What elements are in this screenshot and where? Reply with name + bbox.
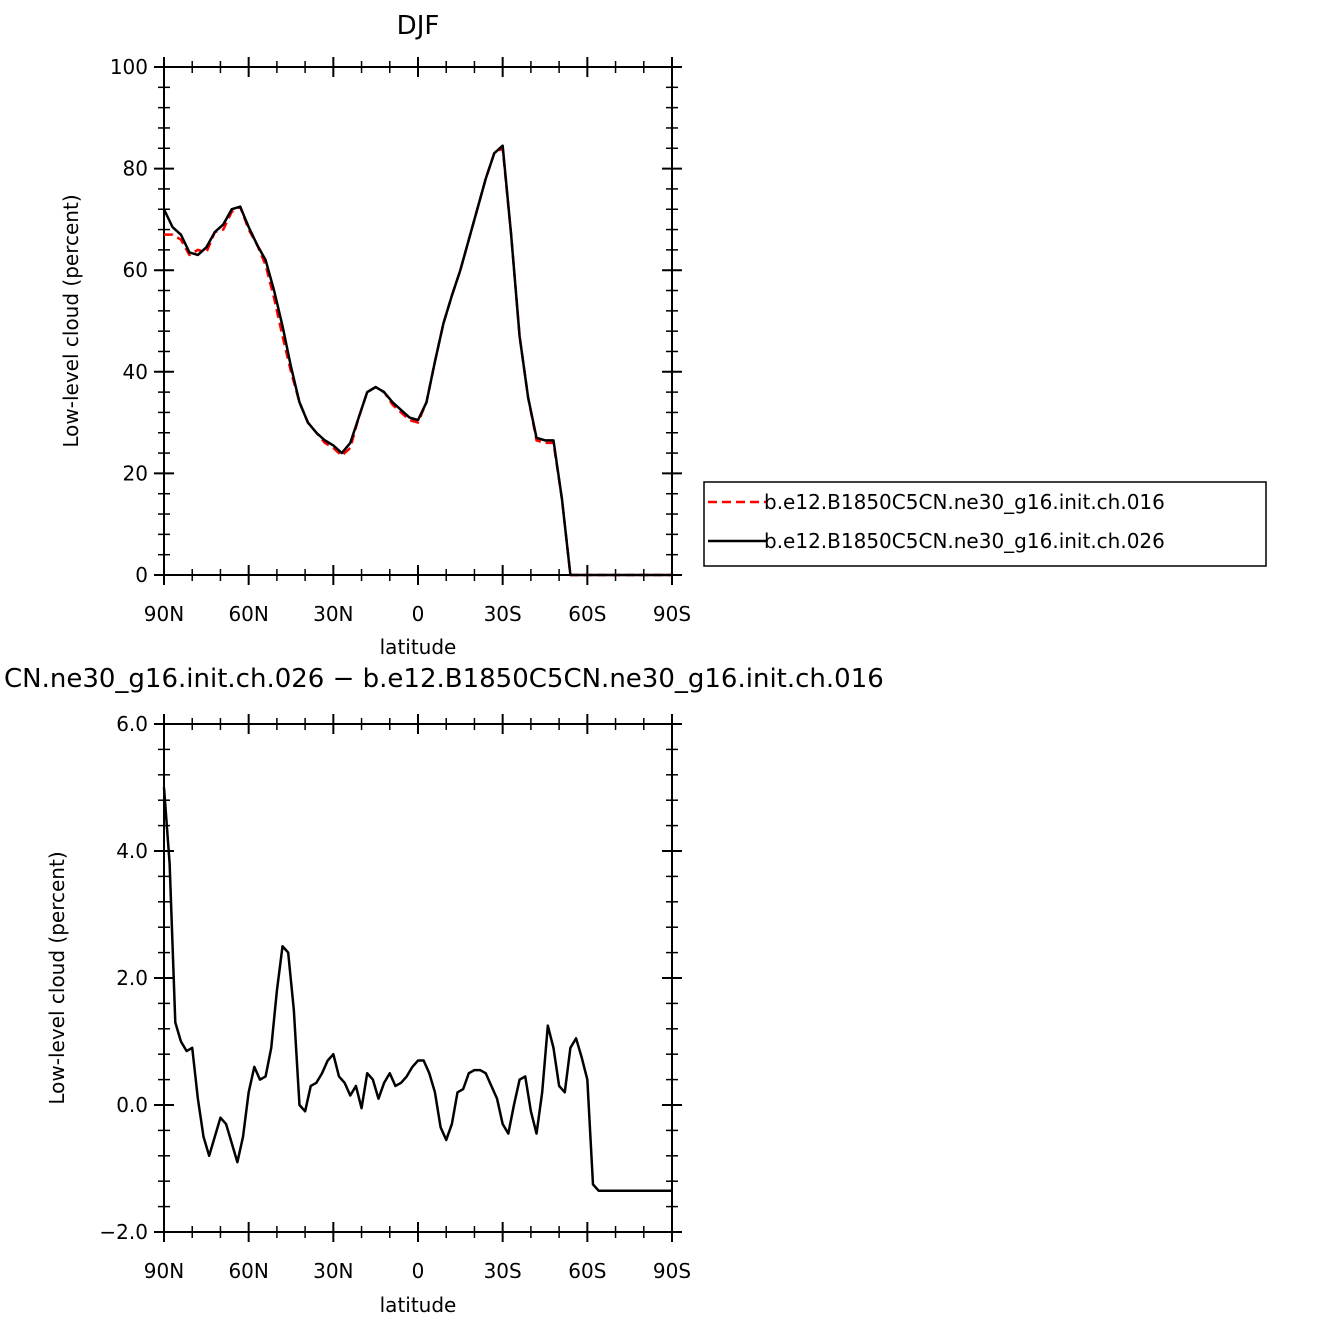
legend: b.e12.B1850C5CN.ne30_g16.init.ch.016 b.e…: [703, 481, 1267, 567]
top-x-tick-label: 0: [412, 602, 425, 626]
top-x-tick-label: 90S: [653, 602, 691, 626]
top-x-tick-label: 30N: [313, 602, 353, 626]
bottom-y-tick-label: 2.0: [116, 966, 148, 990]
bottom-y-tick-label: 6.0: [116, 712, 148, 736]
bottom-series-group: [162, 787, 672, 1192]
top-chart-title: DJF: [397, 11, 440, 41]
top-y-tick-label: 100: [110, 55, 148, 79]
bottom-x-tick-label: 60S: [568, 1259, 606, 1283]
bottom-chart-title: CN.ne30_g16.init.ch.026 − b.e12.B1850C5C…: [4, 664, 884, 694]
bottom-x-tick-label: 90S: [653, 1259, 691, 1283]
bottom-series-line-1: [162, 787, 672, 1192]
top-y-axis: 0 20 40 60 80 100: [110, 55, 682, 587]
bottom-chart: CN.ne30_g16.init.ch.026 − b.e12.B1850C5C…: [4, 664, 884, 1317]
bottom-y-axis-label: Low-level cloud (percent): [45, 851, 69, 1104]
bottom-x-axis-label: latitude: [380, 1293, 457, 1317]
top-x-tick-label: 60N: [228, 602, 268, 626]
top-y-tick-label: 60: [123, 258, 148, 282]
top-y-tick-label: 40: [123, 360, 148, 384]
top-y-axis-label: Low-level cloud (percent): [59, 194, 83, 447]
top-x-tick-label: 90N: [144, 602, 184, 626]
top-x-axis: 90N 60N 30N 0 30S 60S 90S: [144, 57, 691, 626]
bottom-y-tick-label: 4.0: [116, 839, 148, 863]
bottom-y-tick-label: 0.0: [116, 1093, 148, 1117]
top-y-tick-label: 20: [123, 461, 148, 485]
top-series-line-1: [164, 147, 672, 577]
bottom-x-tick-label: 0: [412, 1259, 425, 1283]
top-series-line-2: [162, 144, 672, 577]
bottom-x-tick-label: 60N: [228, 1259, 268, 1283]
top-y-tick-label: 80: [123, 157, 148, 181]
bottom-x-tick-label: 90N: [144, 1259, 184, 1283]
bottom-y-axis: −2.0 0.0 2.0 4.0 6.0: [99, 712, 682, 1244]
bottom-y-tick-label: −2.0: [99, 1220, 148, 1244]
top-plot-frame: [163, 66, 673, 576]
bottom-plot-frame: [163, 723, 673, 1233]
bottom-x-axis: 90N 60N 30N 0 30S 60S 90S: [144, 714, 691, 1283]
legend-label-series-2: b.e12.B1850C5CN.ne30_g16.init.ch.026: [764, 529, 1165, 553]
top-series-group: [162, 144, 672, 577]
top-y-tick-label: 0: [135, 563, 148, 587]
top-x-tick-label: 30S: [484, 602, 522, 626]
legend-label-series-1: b.e12.B1850C5CN.ne30_g16.init.ch.016: [764, 490, 1165, 514]
bottom-x-tick-label: 30N: [313, 1259, 353, 1283]
top-x-axis-label: latitude: [380, 635, 457, 659]
bottom-x-tick-label: 30S: [484, 1259, 522, 1283]
legend-box: [703, 481, 1267, 567]
top-x-tick-label: 60S: [568, 602, 606, 626]
top-chart: DJF 0 20 40 60 80 100 90N 60N 30N 0 30S 60S 90S lat…: [59, 11, 1267, 659]
